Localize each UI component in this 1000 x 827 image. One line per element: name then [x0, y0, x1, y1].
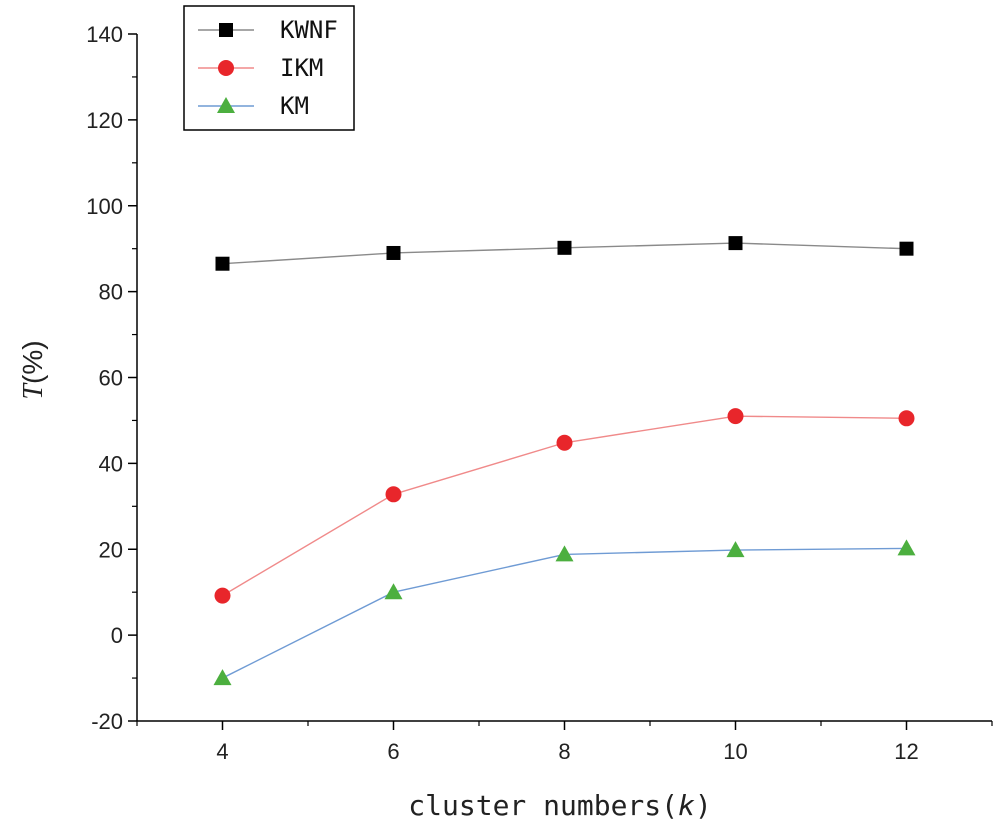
- y-axis-title: T(%): [17, 340, 49, 399]
- y-tick-label: 40: [99, 451, 123, 476]
- data-point: [898, 410, 915, 427]
- series-line-segment: [564, 415, 736, 444]
- legend-label: KWNF: [280, 16, 338, 44]
- y-tick-label: 20: [99, 537, 123, 562]
- legend-item-kwnf: KWNF: [198, 16, 338, 44]
- data-point: [385, 486, 402, 503]
- series-line-segment: [735, 547, 907, 551]
- x-tick-label: 8: [558, 739, 570, 764]
- series-line-segment: [393, 247, 565, 254]
- series-line-segment: [735, 415, 907, 419]
- legend: KWNF IKM KM: [183, 5, 355, 131]
- axes: -20 0 20 40 60 80 100 120 140 4 6 8 10 12: [86, 22, 993, 764]
- data-point: [727, 408, 744, 425]
- y-tick-label: 120: [86, 108, 123, 133]
- series-km: [213, 539, 916, 686]
- x-axis-title: cluster numbers(k): [408, 789, 711, 822]
- legend-marker: [218, 60, 234, 76]
- series-layer: [213, 236, 916, 686]
- data-point: [214, 587, 231, 604]
- y-tick-label: 60: [99, 366, 123, 391]
- series-line-segment: [735, 242, 907, 250]
- series-ikm: [214, 408, 915, 604]
- series-line-segment: [222, 591, 394, 679]
- series-line-segment: [222, 252, 394, 265]
- data-point: [213, 669, 232, 686]
- data-point: [386, 245, 401, 260]
- series-line-segment: [393, 553, 565, 593]
- series-line-segment: [222, 493, 394, 597]
- data-point: [726, 541, 745, 558]
- data-point: [556, 434, 573, 451]
- y-tick-label: 140: [86, 22, 123, 47]
- x-tick-label: 6: [387, 739, 399, 764]
- legend-marker: [217, 97, 235, 113]
- series-line-segment: [564, 242, 736, 249]
- y-tick-label: 0: [111, 623, 123, 648]
- data-point: [899, 241, 914, 256]
- series-line-segment: [393, 442, 565, 495]
- legend-label: KM: [280, 92, 309, 120]
- data-point: [728, 236, 743, 251]
- y-tick-label: 80: [99, 280, 123, 305]
- x-tick-label: 12: [894, 739, 918, 764]
- x-tick-label: 4: [216, 739, 228, 764]
- data-point: [555, 545, 574, 562]
- data-point: [384, 583, 403, 600]
- series-kwnf: [215, 236, 914, 271]
- legend-item-ikm: IKM: [198, 54, 323, 82]
- legend-marker: [219, 23, 233, 37]
- data-point: [215, 256, 230, 271]
- y-tick-label: -20: [91, 709, 123, 734]
- legend-item-km: KM: [198, 92, 309, 120]
- x-tick-label: 10: [723, 739, 747, 764]
- legend-label: IKM: [280, 54, 323, 82]
- data-point: [557, 240, 572, 255]
- data-point: [897, 539, 916, 556]
- series-line-segment: [564, 549, 736, 556]
- y-tick-label: 100: [86, 194, 123, 219]
